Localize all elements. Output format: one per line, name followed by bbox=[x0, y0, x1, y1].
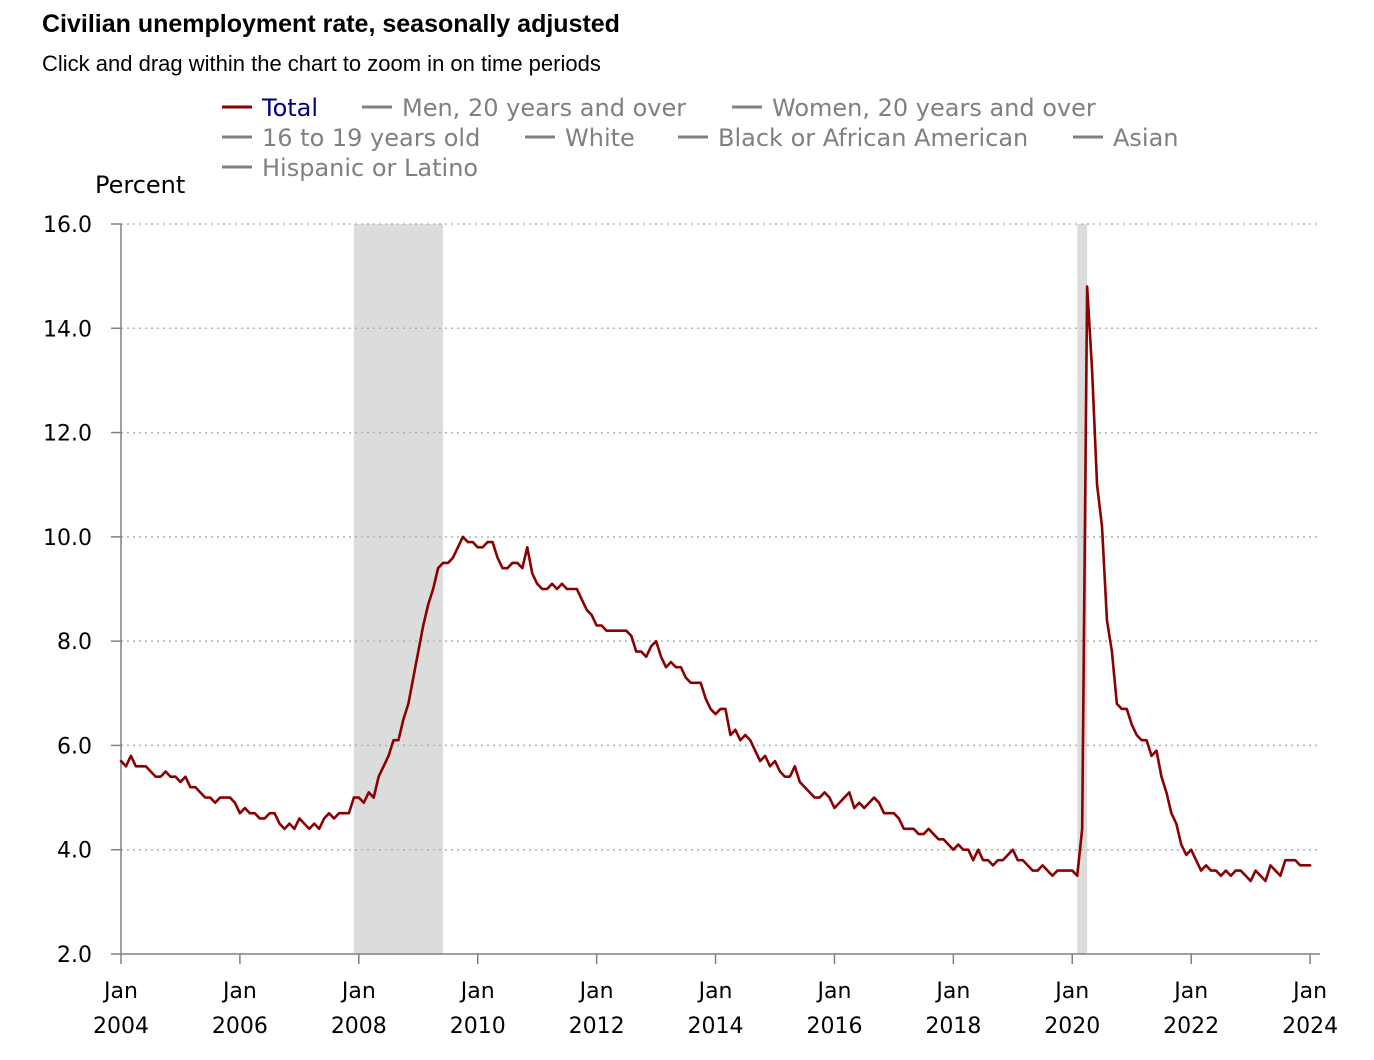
x-tick-month: Jan bbox=[815, 979, 851, 1004]
legend-item[interactable]: Black or African American bbox=[678, 124, 1028, 152]
legend-label: Asian bbox=[1113, 124, 1179, 152]
y-tick-label: 8.0 bbox=[57, 630, 92, 655]
x-tick-month: Jan bbox=[1172, 979, 1208, 1004]
x-tick-month: Jan bbox=[578, 979, 614, 1004]
legend-label: Total bbox=[261, 94, 318, 122]
recession-band bbox=[1077, 224, 1088, 954]
recession-bands bbox=[353, 224, 1088, 954]
y-tick-label: 16.0 bbox=[43, 213, 92, 238]
x-tick-month: Jan bbox=[102, 979, 138, 1004]
legend-item[interactable]: Women, 20 years and over bbox=[732, 94, 1096, 122]
x-tick-year: 2010 bbox=[450, 1014, 506, 1039]
legend-item[interactable]: Men, 20 years and over bbox=[362, 94, 686, 122]
legend: Total Men, 20 years and over Women, 20 yea… bbox=[222, 94, 1179, 182]
x-tick-month: Jan bbox=[459, 979, 495, 1004]
x-tick-year: 2016 bbox=[806, 1014, 862, 1039]
y-axis-title: Percent bbox=[95, 171, 185, 199]
x-tick-year: 2004 bbox=[93, 1014, 149, 1039]
x-tick-month: Jan bbox=[697, 979, 733, 1004]
x-tick-year: 2006 bbox=[212, 1014, 268, 1039]
legend-item[interactable]: Hispanic or Latino bbox=[222, 154, 478, 182]
legend-item[interactable]: 16 to 19 years old bbox=[222, 124, 480, 152]
x-tick-month: Jan bbox=[221, 979, 257, 1004]
x-tick-month: Jan bbox=[1291, 979, 1327, 1004]
gridlines bbox=[121, 223, 1320, 851]
y-tick-label: 10.0 bbox=[43, 526, 92, 551]
series-lines bbox=[119, 285, 1312, 883]
x-tick-year: 2008 bbox=[331, 1014, 387, 1039]
y-tick-label: 2.0 bbox=[57, 943, 92, 968]
legend-label: Black or African American bbox=[718, 124, 1028, 152]
x-tick-year: 2014 bbox=[688, 1014, 744, 1039]
x-tick-year: 2024 bbox=[1282, 1014, 1338, 1039]
x-tick-month: Jan bbox=[340, 979, 376, 1004]
x-tick-month: Jan bbox=[1053, 979, 1089, 1004]
legend-label: Hispanic or Latino bbox=[262, 154, 478, 182]
x-tick-year: 2018 bbox=[925, 1014, 981, 1039]
axes: 16.0 14.0 12.0 10.0 8.0 6.0 4.0 2.0 Jan 2004 Jan 20… bbox=[43, 213, 1338, 1039]
legend-item[interactable]: Total bbox=[222, 94, 318, 122]
y-tick-label: 6.0 bbox=[57, 734, 92, 759]
chart-title: Civilian unemployment rate, seasonally a… bbox=[42, 10, 620, 38]
x-tick-year: 2012 bbox=[569, 1014, 625, 1039]
legend-label: Women, 20 years and over bbox=[772, 94, 1096, 122]
chart-subtitle: Click and drag within the chart to zoom … bbox=[42, 51, 601, 76]
y-tick-label: 14.0 bbox=[43, 317, 92, 342]
y-tick-label: 4.0 bbox=[57, 839, 92, 864]
legend-label: White bbox=[565, 124, 635, 152]
recession-band bbox=[353, 224, 444, 954]
series-line-total bbox=[119, 285, 1312, 883]
legend-item[interactable]: White bbox=[525, 124, 635, 152]
legend-label: 16 to 19 years old bbox=[262, 124, 480, 152]
y-tick-label: 12.0 bbox=[43, 422, 92, 447]
legend-item[interactable]: Asian bbox=[1073, 124, 1179, 152]
x-tick-year: 2020 bbox=[1044, 1014, 1100, 1039]
x-tick-month: Jan bbox=[934, 979, 970, 1004]
x-tick-year: 2022 bbox=[1163, 1014, 1219, 1039]
legend-label: Men, 20 years and over bbox=[402, 94, 686, 122]
